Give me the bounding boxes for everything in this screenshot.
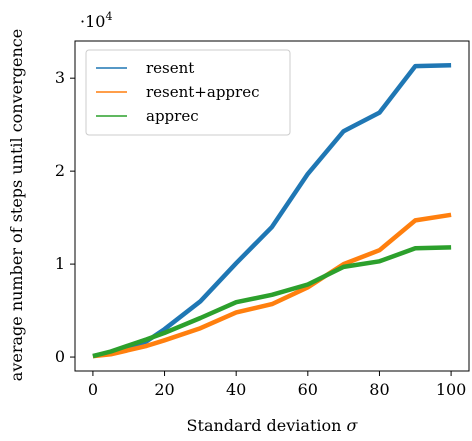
- legend-label: resent: [146, 59, 194, 77]
- series-line-apprec: [92, 245, 452, 359]
- y-tick-label: 3: [55, 68, 65, 87]
- y-tick-label: 0: [55, 347, 65, 366]
- y-tick-label: 1: [55, 254, 65, 273]
- x-tick-label: 0: [88, 380, 98, 399]
- x-axis-label: Standard deviation σ: [187, 416, 359, 435]
- legend-box: [85, 49, 291, 136]
- x-tick-label: 100: [436, 380, 467, 399]
- y-axis-label: average number of steps until convergenc…: [7, 29, 26, 381]
- plot-frame: [74, 40, 470, 372]
- y-tick-label: 2: [55, 161, 65, 180]
- y-offset-label: ·104: [80, 10, 112, 31]
- y-ticks: 0 1 2 3: [55, 68, 75, 366]
- legend-label: resent+apprec: [146, 83, 259, 101]
- x-tick-label: 60: [298, 380, 318, 399]
- series-line-resent-apprec: [92, 212, 452, 359]
- x-tick-label: 20: [154, 380, 174, 399]
- legend-label: apprec: [146, 107, 199, 125]
- legend: resent resent+apprec apprec: [85, 49, 291, 136]
- series-lines: [92, 62, 452, 359]
- x-tick-label: 80: [369, 380, 389, 399]
- x-ticks: 0 20 40 60 80 100: [88, 371, 467, 399]
- x-tick-label: 40: [226, 380, 246, 399]
